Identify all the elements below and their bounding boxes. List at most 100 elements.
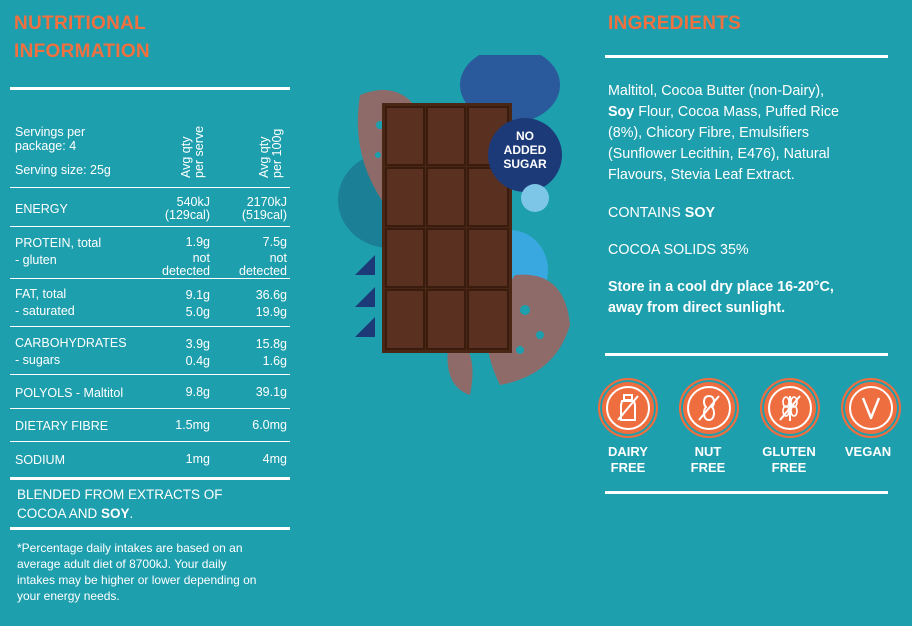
blend-line2: COCOA AND SOY. xyxy=(17,504,223,523)
sodium-per-serve: 1mg xyxy=(185,452,210,466)
protein-100g: 7.5g xyxy=(262,235,287,249)
polyols-per-100g: 39.1g xyxy=(255,385,287,399)
ingredients-line1: Maltitol, Cocoa Butter (non-Dairy), xyxy=(608,83,825,99)
serving-size: Serving size: 25g xyxy=(15,163,111,177)
carbs-label: CARBOHYDRATES xyxy=(15,336,127,350)
carbs-100g: 15.8g xyxy=(255,337,287,351)
table-top-rule xyxy=(10,87,290,90)
storage-line1: Store in a cool dry place 16-20°C, xyxy=(608,279,834,295)
nut-free-badge xyxy=(679,378,739,438)
servings-line1: Servings per xyxy=(15,125,86,139)
ingredients-line2: Soy Flour, Cocoa Mass, Puffed Rice xyxy=(608,102,898,123)
table-mid-rule xyxy=(10,477,290,480)
blend-line2-a: COCOA AND xyxy=(17,506,102,521)
fat-serve: 9.1g xyxy=(185,288,210,302)
col2-line2: per 100g xyxy=(270,128,284,178)
row-label-fat: FAT, total - saturated xyxy=(15,287,75,318)
col1-line2: per serve xyxy=(192,125,206,178)
row-label-dietary-fibre: DIETARY FIBRE xyxy=(15,419,109,433)
footnote-line3: intakes may be higher or lower depending… xyxy=(17,573,257,587)
energy-per-serve: 540kJ (129cal) xyxy=(165,196,210,222)
nutrition-title: NUTRITIONAL INFORMATION xyxy=(14,10,150,66)
table-bottom-rule xyxy=(10,527,290,530)
cocoa-solids: COCOA SOLIDS 35% xyxy=(608,242,749,258)
row-label-sodium: SODIUM xyxy=(15,453,65,467)
dairy-free-line1: DAIRY xyxy=(608,444,648,459)
badge-ring xyxy=(768,386,812,430)
ingredients-line5: Flavours, Stevia Leaf Extract. xyxy=(608,167,795,183)
gluten-serve-1: not xyxy=(192,251,210,265)
gluten-free-badge xyxy=(760,378,820,438)
gluten-serve-2: detected xyxy=(162,264,210,278)
vegan-label: VEGAN xyxy=(828,444,908,460)
ingredients-list: Maltitol, Cocoa Butter (non-Dairy), Soy … xyxy=(608,81,898,186)
row-divider xyxy=(10,408,290,409)
gluten-free-label: GLUTEN FREE xyxy=(749,444,829,476)
contains-soy: CONTAINS SOY xyxy=(608,203,715,224)
gluten-free-line1: GLUTEN xyxy=(762,444,816,459)
footnote-line2: average adult diet of 8700kJ. Your daily xyxy=(17,557,227,571)
badges-top-rule xyxy=(605,353,888,356)
bubble-icon xyxy=(521,184,549,212)
dairy-free-badge xyxy=(598,378,658,438)
protein-per-serve: 1.9g not detected xyxy=(162,236,210,278)
badges-bottom-rule xyxy=(605,491,888,494)
carbs-serve: 3.9g xyxy=(185,337,210,351)
fat-per-100g: 36.6g 19.9g xyxy=(256,287,287,321)
row-label-energy: ENERGY xyxy=(15,202,68,216)
row-divider xyxy=(10,187,290,188)
protein-label: PROTEIN, total xyxy=(15,236,102,250)
carbs-per-serve: 3.9g 0.4g xyxy=(186,336,210,370)
ingredients-soy: Soy xyxy=(608,104,635,120)
blend-statement: BLENDED FROM EXTRACTS OF COCOA AND SOY. xyxy=(17,485,223,523)
energy-kj-100g: 2170kJ xyxy=(246,195,287,209)
vegan-line1: VEGAN xyxy=(844,444,892,459)
badge-line2: ADDED xyxy=(504,143,547,157)
blend-line1: BLENDED FROM EXTRACTS OF xyxy=(17,487,223,502)
row-divider xyxy=(10,374,290,375)
sugars-serve: 0.4g xyxy=(185,354,210,368)
energy-per-100g: 2170kJ (519cal) xyxy=(242,196,287,222)
vegan-v-icon xyxy=(861,397,881,420)
sugars-100g: 1.6g xyxy=(262,354,287,368)
col-header-per-serve: Avg qty per serve xyxy=(179,125,206,178)
triangle-icon xyxy=(355,255,375,275)
row-divider xyxy=(10,226,290,227)
saturated-serve: 5.0g xyxy=(185,305,210,319)
polyols-per-serve: 9.8g xyxy=(185,385,210,399)
protein-per-100g: 7.5g not detected xyxy=(239,236,287,278)
storage-instructions: Store in a cool dry place 16-20°C, away … xyxy=(608,277,834,319)
row-label-protein: PROTEIN, total - gluten xyxy=(15,236,101,267)
row-label-polyols: POLYOLS - Maltitol xyxy=(15,386,124,400)
peanut-icon xyxy=(698,394,720,422)
nut-free-line2: FREE xyxy=(690,460,726,475)
storage-line2: away from direct sunlight. xyxy=(608,300,786,316)
row-divider xyxy=(10,278,290,279)
saturated-label: - saturated xyxy=(15,304,75,318)
triangle-icon xyxy=(355,287,375,307)
col-header-per-100g: Avg qty per 100g xyxy=(257,128,284,178)
ingredients-line2-rest: Flour, Cocoa Mass, Puffed Rice xyxy=(634,104,839,120)
carbs-per-100g: 15.8g 1.6g xyxy=(256,336,287,370)
nut-free-line1: NUT xyxy=(694,444,722,459)
gluten-100g-2: detected xyxy=(239,264,287,278)
gluten-100g-1: not xyxy=(269,251,287,265)
no-added-sugar-badge xyxy=(488,118,562,192)
triangle-icon xyxy=(355,317,375,337)
footnote-line1: *Percentage daily intakes are based on a… xyxy=(17,541,243,555)
fibre-per-serve: 1.5mg xyxy=(175,418,210,432)
sugars-label: - sugars xyxy=(15,353,61,367)
ingredients-line3: (8%), Chicory Fibre, Emulsifiers xyxy=(608,125,809,141)
energy-cal-100g: (519cal) xyxy=(241,208,287,222)
ingredients-line4: (Sunflower Lecithin, E476), Natural xyxy=(608,146,830,162)
protein-serve: 1.9g xyxy=(185,235,210,249)
row-divider xyxy=(10,441,290,442)
nutrition-title-line2: INFORMATION xyxy=(14,41,150,62)
servings-per-package: Servings per package: 4 xyxy=(15,125,85,153)
milk-bottle-icon xyxy=(617,394,639,421)
contains-label: CONTAINS xyxy=(608,205,685,221)
blend-line2-c: . xyxy=(129,506,134,521)
footnote: *Percentage daily intakes are based on a… xyxy=(17,540,256,604)
row-divider xyxy=(10,326,290,327)
nut-free-label: NUT FREE xyxy=(668,444,748,476)
